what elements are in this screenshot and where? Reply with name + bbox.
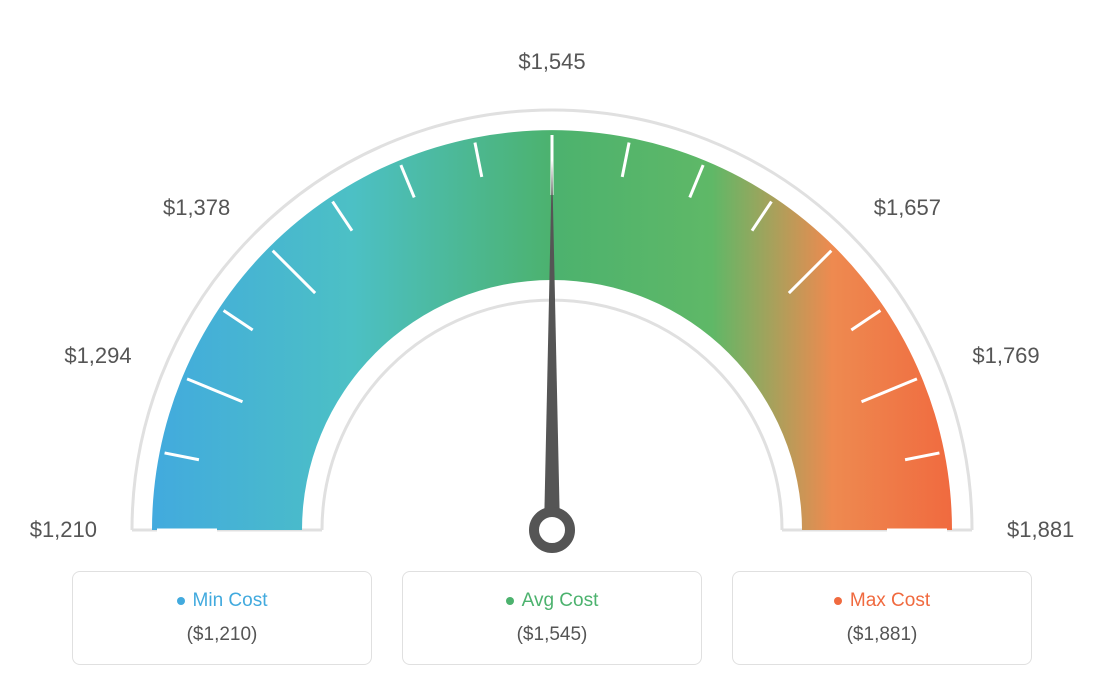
gauge-chart (0, 50, 1104, 610)
gauge-tick-label: $1,294 (64, 343, 131, 369)
legend-value-avg: ($1,545) (517, 624, 588, 646)
legend-label-max: Max Cost (850, 590, 930, 612)
gauge-tick-label: $1,545 (518, 49, 585, 75)
legend-card-avg: Avg Cost ($1,545) (402, 571, 702, 665)
gauge-tick-label: $1,378 (163, 195, 230, 221)
legend-card-max: Max Cost ($1,881) (732, 571, 1032, 665)
legend-value-max: ($1,881) (847, 624, 918, 646)
gauge-tick-label: $1,210 (30, 517, 97, 543)
legend-dot-max (834, 597, 842, 605)
gauge-container: $1,210 $1,294 $1,378 $1,545 $1,657 $1,769 $1,8… (0, 0, 1104, 560)
legend-label-avg: Avg Cost (522, 590, 599, 612)
legend-card-min: Min Cost ($1,210) (72, 571, 372, 665)
gauge-tick-label: $1,881 (1007, 517, 1074, 543)
legend-value-min: ($1,210) (187, 624, 258, 646)
legend-label-min: Min Cost (193, 590, 268, 612)
gauge-tick-label: $1,769 (972, 343, 1039, 369)
legend-title-avg: Avg Cost (506, 590, 599, 612)
legend-dot-min (177, 597, 185, 605)
legend-title-min: Min Cost (177, 590, 268, 612)
legend-title-max: Max Cost (834, 590, 930, 612)
gauge-tick-label: $1,657 (874, 195, 941, 221)
legend-dot-avg (506, 597, 514, 605)
legend-row: Min Cost ($1,210) Avg Cost ($1,545) Max … (72, 571, 1032, 665)
